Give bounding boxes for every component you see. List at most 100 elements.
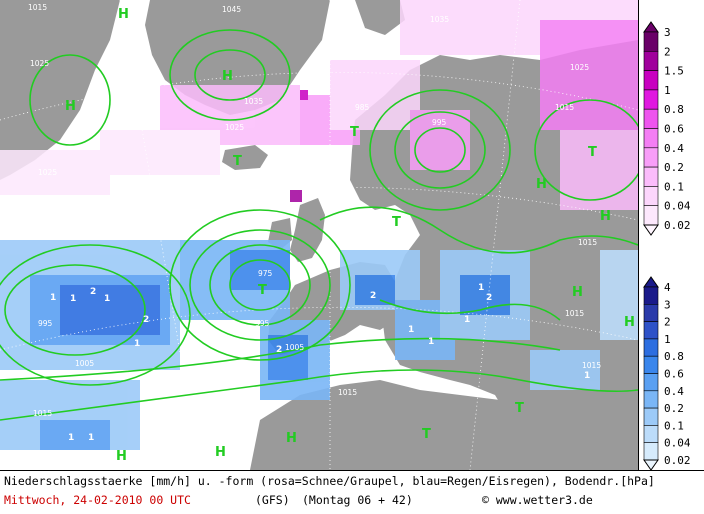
legend-snow-swatch — [643, 50, 659, 71]
legend-snow-label: 0.2 — [664, 161, 684, 174]
precip-label: 1 — [428, 337, 434, 347]
legend-rain-swatch — [643, 373, 659, 392]
legend-snow-label: 3 — [664, 26, 671, 39]
legend-snow-swatch — [643, 205, 659, 226]
legend-rain-swatch — [643, 338, 659, 357]
high-pressure-symbol: H — [215, 445, 226, 460]
precip-label: 2 — [90, 287, 96, 297]
legend-snow-scale: 3 2 1.5 1 0.8 0.6 0.4 0.2 0.1 0.04 0.02 — [643, 21, 691, 236]
isobar-label: 1015 — [365, 41, 384, 50]
isobar-label: 1025 — [38, 168, 57, 177]
footer-run: (Montag 06 + 42) — [302, 493, 413, 507]
precip-label: 1 — [104, 294, 110, 304]
isobar-label: 1015 — [555, 103, 574, 112]
precip-label: 1 — [68, 433, 74, 443]
legend-snow-swatch — [643, 128, 659, 149]
legend-rain-arrow-bottom — [643, 459, 659, 471]
map-canvas: 1015 1025 1045 1035 1025 1025 1005 1035 … — [0, 0, 638, 470]
precip-label: 1 — [408, 325, 414, 335]
isobar-label: 1015 — [28, 3, 47, 12]
legend-snow-label: 0.02 — [664, 219, 691, 232]
legend-snow-label: 0.6 — [664, 123, 684, 136]
isobar-label: 1005 — [285, 343, 304, 352]
legend-snow-label: 0.1 — [664, 180, 684, 193]
legend-rain-swatch — [643, 355, 659, 374]
low-pressure-symbol: T — [350, 125, 359, 140]
legend-rain-swatch — [643, 425, 659, 443]
isobar-label: 1025 — [225, 123, 244, 132]
legend-snow-label: 2 — [664, 45, 671, 58]
precip-label: 2 — [486, 293, 492, 303]
legend-snow-swatch — [643, 89, 659, 110]
isobar-label: 1015 — [582, 361, 601, 370]
map-panel: 1015 1025 1045 1035 1025 1025 1005 1035 … — [0, 0, 639, 470]
legend-rain-label: 2 — [664, 316, 671, 329]
isobar-label: 995 — [255, 319, 270, 328]
landmass-north-america — [0, 0, 120, 180]
high-pressure-symbol: H — [572, 285, 583, 300]
isobar-label: 1005 — [370, 53, 389, 62]
legend-snow-label: 0.4 — [664, 142, 684, 155]
precip-label: 1 — [464, 315, 470, 325]
landmass-north-africa — [250, 380, 638, 470]
legend-panel: 3 2 1.5 1 0.8 0.6 0.4 0.2 0.1 0.04 0.02 4 3 2 1 0.8 0.6… — [639, 0, 704, 471]
high-pressure-symbol: H — [286, 431, 297, 446]
isobar-label: 1015 — [33, 409, 52, 418]
isobar-label: 1015 — [200, 378, 219, 387]
legend-snow-label: 0.8 — [664, 103, 684, 116]
legend-rain-swatch — [643, 442, 659, 461]
pressure-centres: H H H H H H H H H H T T T T T T T — [65, 7, 635, 464]
legend-rain-label: 0.6 — [664, 368, 684, 381]
footer-date: Mittwoch, 24-02-2010 00 UTC — [4, 493, 191, 507]
isobar-label: 1015 — [32, 218, 51, 227]
isobar-label: 1015 — [565, 309, 584, 318]
isobar-label: 1035 — [244, 97, 263, 106]
legend-snow-swatch — [643, 147, 659, 168]
legend-rain-swatch — [643, 390, 659, 409]
precip-label: 2 — [370, 291, 376, 301]
legend-snow-swatch — [643, 166, 659, 187]
legend-rain-label: 0.4 — [664, 385, 684, 398]
precip-label: 1 — [478, 283, 484, 293]
isobar-label: 1045 — [222, 5, 241, 14]
legend-rain-label: 0.8 — [664, 350, 684, 363]
precip-label: 1 — [134, 339, 140, 349]
legend-rain-label: 0.1 — [664, 419, 684, 432]
landmass-iceland — [222, 145, 268, 170]
legend-rain-swatch — [643, 407, 659, 426]
precip-label: 2 — [276, 345, 282, 355]
high-pressure-symbol: H — [536, 177, 547, 192]
landmass-svalbard — [355, 0, 405, 35]
legend-snow-swatch — [643, 186, 659, 206]
precip-label: 1 — [50, 293, 56, 303]
low-pressure-symbol: T — [588, 145, 597, 160]
high-pressure-symbol: H — [65, 99, 76, 114]
isobar-label: 1005 — [75, 359, 94, 368]
legend-snow-arrow-top — [643, 21, 659, 33]
legend-rain-label: 4 — [664, 281, 671, 294]
precip-label: 1 — [88, 433, 94, 443]
legend-snow-label: 0.04 — [664, 200, 691, 213]
isobar-label: 1035 — [430, 15, 449, 24]
legend-canvas: 3 2 1.5 1 0.8 0.6 0.4 0.2 0.1 0.04 0.02 4 3 2 1 0.8 0.6… — [643, 21, 691, 471]
legend-rain-label: 0.04 — [664, 437, 691, 450]
legend-snow-swatch — [643, 70, 659, 91]
isobar-label: 995 — [432, 118, 447, 127]
landmass-great-britain — [290, 198, 325, 262]
isobar-label: 985 — [355, 103, 370, 112]
legend-rain-label: 0.2 — [664, 402, 684, 415]
precip-label: 2 — [143, 315, 149, 325]
isobar-label: 995 — [38, 319, 53, 328]
isobar-labels: 1015 1025 1045 1035 1025 1025 1005 1035 … — [28, 3, 601, 418]
legend-snow-label: 1.5 — [664, 65, 684, 78]
graticule — [0, 0, 638, 470]
isobar-label: 1025 — [30, 59, 49, 68]
legend-snow-swatch — [643, 108, 659, 129]
legend-rain-label: 0.02 — [664, 454, 691, 467]
footer: Niederschlagsstaerke [mm/h] u. -form (ro… — [0, 470, 704, 514]
isobar-label: 1015 — [338, 388, 357, 397]
legend-snow-arrow-bottom — [643, 224, 659, 236]
isobars — [0, 29, 638, 421]
legend-rain-label: 3 — [664, 298, 671, 311]
low-pressure-symbol: T — [515, 401, 524, 416]
